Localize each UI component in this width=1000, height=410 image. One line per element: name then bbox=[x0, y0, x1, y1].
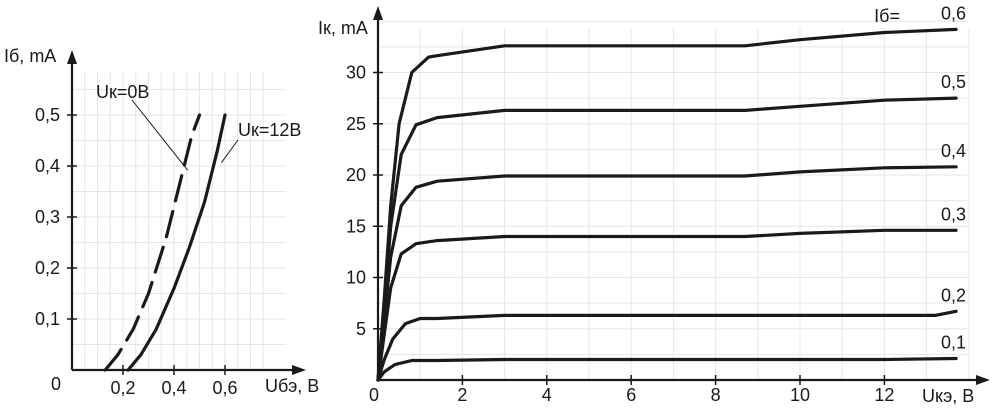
right-x-tick-label: 10 bbox=[790, 385, 810, 405]
left-y-tick-label: 0,5 bbox=[35, 105, 60, 125]
right-legend-prefix: Iб= bbox=[874, 6, 900, 26]
left-y-tick-label: 0,1 bbox=[35, 309, 60, 329]
left-x-axis-arrow bbox=[292, 365, 306, 375]
left-series-2-leader bbox=[220, 139, 239, 163]
right-grid bbox=[378, 20, 970, 380]
left-x-tick-label: 0,4 bbox=[161, 378, 186, 398]
left-series-line-2 bbox=[126, 113, 227, 372]
left-y-axis-arrow bbox=[67, 50, 77, 64]
right-series-label-2: 0,5 bbox=[941, 72, 966, 92]
right-x-tick-label: 8 bbox=[711, 385, 721, 405]
left-series-label-2: Uк=12В bbox=[238, 120, 301, 140]
right-x-tick-label: 4 bbox=[542, 385, 552, 405]
right-origin-label: 0 bbox=[369, 385, 379, 405]
right-y-tick-label: 5 bbox=[356, 319, 366, 339]
left-y-tick-label: 0,3 bbox=[35, 207, 60, 227]
right-series-label-3: 0,4 bbox=[941, 141, 966, 161]
right-x-tick-label: 2 bbox=[457, 385, 467, 405]
right-y-tick-label: 25 bbox=[346, 114, 366, 134]
left-series-1-leader bbox=[131, 99, 189, 171]
left-grid bbox=[72, 72, 286, 370]
input-characteristic-chart: 0,1 0,2 0,3 0,4 0,5 0,2 0,4 0,6 0 Iб, mA Uбэ, В Uк=… bbox=[4, 46, 319, 398]
right-series-line-2 bbox=[376, 96, 958, 382]
left-origin-label: 0 bbox=[51, 374, 61, 394]
left-series-line-1 bbox=[103, 113, 202, 372]
right-series-line-6 bbox=[376, 356, 958, 382]
left-y-tick-label: 0,2 bbox=[35, 258, 60, 278]
right-series-label-4: 0,3 bbox=[941, 204, 966, 224]
right-x-axis-label: Uкэ, В bbox=[922, 386, 974, 405]
left-y-axis-label: Iб, mA bbox=[4, 46, 56, 66]
right-y-tick-label: 30 bbox=[346, 63, 366, 83]
output-characteristic-chart: 5 10 15 20 25 30 2 4 6 8 10 12 0 Iк, mA Uкэ, В 0,6 0,5 0,… bbox=[318, 3, 990, 406]
right-series-line-3 bbox=[376, 165, 958, 382]
right-series-label-5: 0,2 bbox=[941, 285, 966, 305]
right-x-tick-label: 12 bbox=[874, 385, 894, 405]
left-series-label-1: Uк=0В bbox=[96, 82, 149, 102]
left-x-axis-label: Uбэ, В bbox=[265, 376, 319, 396]
right-series-line-4 bbox=[376, 228, 958, 382]
right-y-tick-label: 10 bbox=[346, 268, 366, 288]
right-x-tick-label: 6 bbox=[626, 385, 636, 405]
right-y-axis-arrow bbox=[373, 6, 383, 20]
left-x-tick-label: 0,6 bbox=[212, 378, 237, 398]
right-series-label-1: 0,6 bbox=[941, 3, 966, 23]
right-series-line-5 bbox=[376, 309, 958, 382]
right-y-tick-label: 15 bbox=[346, 216, 366, 236]
right-y-axis-label: Iк, mA bbox=[318, 18, 368, 38]
left-x-tick-label: 0,2 bbox=[110, 378, 135, 398]
left-y-tick-label: 0,4 bbox=[35, 156, 60, 176]
right-x-axis-arrow bbox=[976, 375, 990, 385]
right-series-line-1 bbox=[376, 27, 958, 382]
right-series-label-6: 0,1 bbox=[941, 332, 966, 352]
right-y-tick-label: 20 bbox=[346, 165, 366, 185]
